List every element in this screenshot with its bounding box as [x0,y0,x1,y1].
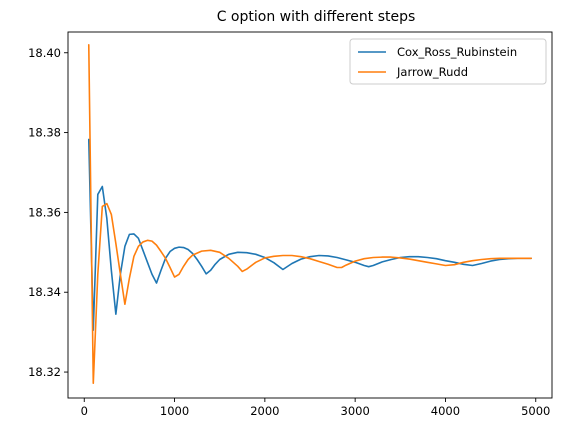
legend-label: Jarrow_Rudd [396,65,468,79]
y-tick-label: 18.32 [28,365,61,379]
legend: Cox_Ross_Rubinstein Jarrow_Rudd [349,38,547,85]
chart-title: C option with different steps [217,9,416,25]
axes-border [67,31,553,399]
x-tick-label: 3000 [341,404,370,418]
x-tick-label: 1000 [160,404,189,418]
x-tick-label: 4000 [431,404,460,418]
y-tick-label: 18.38 [28,126,61,140]
x-tick-label: 5000 [521,404,550,418]
y-tick-label: 18.36 [28,205,61,219]
series-line-cox-ross-rubinstein [87,138,533,331]
series-lines [87,43,533,385]
axes-frame [67,31,553,399]
x-tick-label: 2000 [250,404,279,418]
legend-label: Cox_Ross_Rubinstein [397,45,517,59]
y-tick-label: 18.34 [28,285,61,299]
y-axis: 18.32 18.34 18.36 18.38 18.40 [28,46,68,379]
y-tick-label: 18.40 [28,46,61,60]
x-axis: 0 1000 2000 3000 4000 5000 [81,398,550,418]
legend-box [349,38,547,85]
series-line-jarrow-rudd [87,43,533,385]
x-tick-label: 0 [81,404,88,418]
